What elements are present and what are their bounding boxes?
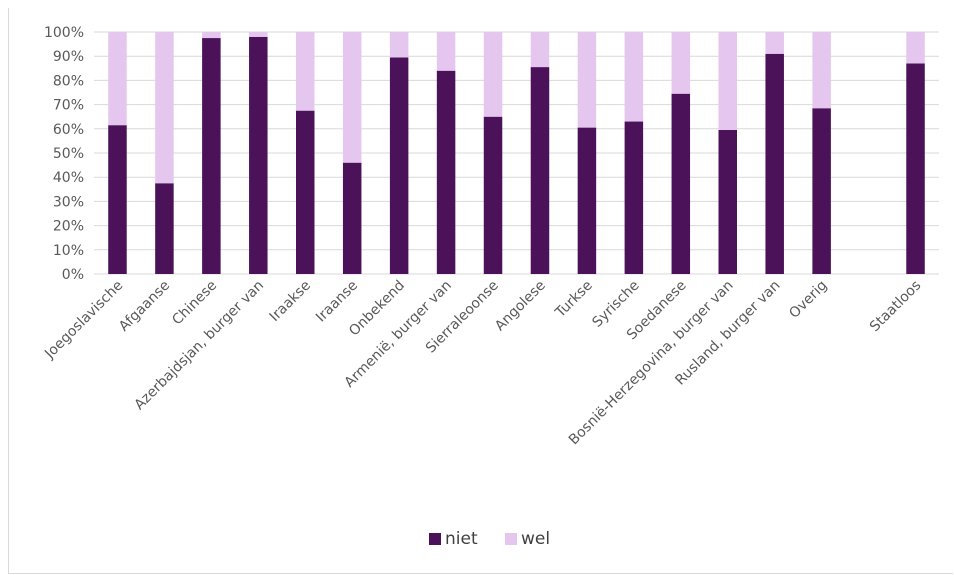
y-tick-label: 40% xyxy=(53,170,84,186)
bar-wel xyxy=(530,32,550,68)
bar-niet xyxy=(108,125,127,274)
bar-wel xyxy=(296,32,315,111)
chart-area-border xyxy=(8,8,953,574)
bar-niet xyxy=(906,63,925,275)
legend-swatch xyxy=(505,533,517,545)
x-tick-label: Bosnië-Herzegovina, burger van xyxy=(566,278,737,449)
bar-niet xyxy=(718,130,737,274)
bar-wel xyxy=(671,32,691,94)
bar-niet xyxy=(342,162,362,274)
bar-niet xyxy=(436,70,456,274)
bar-wel xyxy=(906,32,925,64)
bar-wel xyxy=(483,32,503,117)
y-tick-label: 100% xyxy=(44,25,84,41)
x-tick-label: Iraakse xyxy=(267,278,314,325)
bar-wel xyxy=(718,32,737,131)
bar-niet xyxy=(671,93,691,275)
bar-wel xyxy=(342,32,362,163)
bar-niet xyxy=(483,116,503,274)
x-tick-label: Afgaanse xyxy=(116,278,173,335)
bar-wel xyxy=(249,32,268,37)
bar-niet xyxy=(765,53,784,274)
x-tick-label: Turkse xyxy=(552,278,596,322)
bar-wel xyxy=(765,32,784,54)
bar-niet xyxy=(202,38,221,274)
y-tick-label: 30% xyxy=(53,194,84,210)
bar-niet xyxy=(624,121,644,274)
y-tick-label: 20% xyxy=(53,219,84,235)
bar-wel xyxy=(436,32,456,71)
bar-wel xyxy=(577,32,597,128)
bar-wel xyxy=(812,32,831,109)
legend-swatch xyxy=(429,533,441,545)
x-tick-label: Iraanse xyxy=(313,278,361,326)
bar-niet xyxy=(530,67,550,274)
bar-niet xyxy=(296,110,315,275)
bar-niet xyxy=(155,183,174,274)
y-tick-label: 70% xyxy=(53,98,84,114)
bar-niet xyxy=(812,108,831,274)
bar-niet xyxy=(577,127,597,274)
bar-wel xyxy=(155,32,174,184)
y-tick-label: 90% xyxy=(53,49,84,65)
y-tick-label: 60% xyxy=(53,122,84,138)
x-tick-label: Joegoslavische xyxy=(41,278,126,363)
bar-niet xyxy=(249,36,268,275)
legend-label: niet xyxy=(445,529,478,549)
bar-wel xyxy=(389,32,409,58)
y-tick-label: 50% xyxy=(53,146,84,162)
bar-wel xyxy=(624,32,644,122)
x-tick-label: Staatloos xyxy=(867,278,925,336)
bar-niet xyxy=(389,57,409,274)
legend-label: wel xyxy=(521,529,550,549)
bar-wel xyxy=(108,32,127,126)
y-tick-label: 0% xyxy=(62,267,84,283)
y-tick-label: 10% xyxy=(53,243,84,259)
x-tick-label: Overig xyxy=(786,278,830,322)
x-tick-label: Angolese xyxy=(492,278,549,335)
y-tick-label: 80% xyxy=(53,73,84,89)
bar-wel xyxy=(202,32,221,39)
